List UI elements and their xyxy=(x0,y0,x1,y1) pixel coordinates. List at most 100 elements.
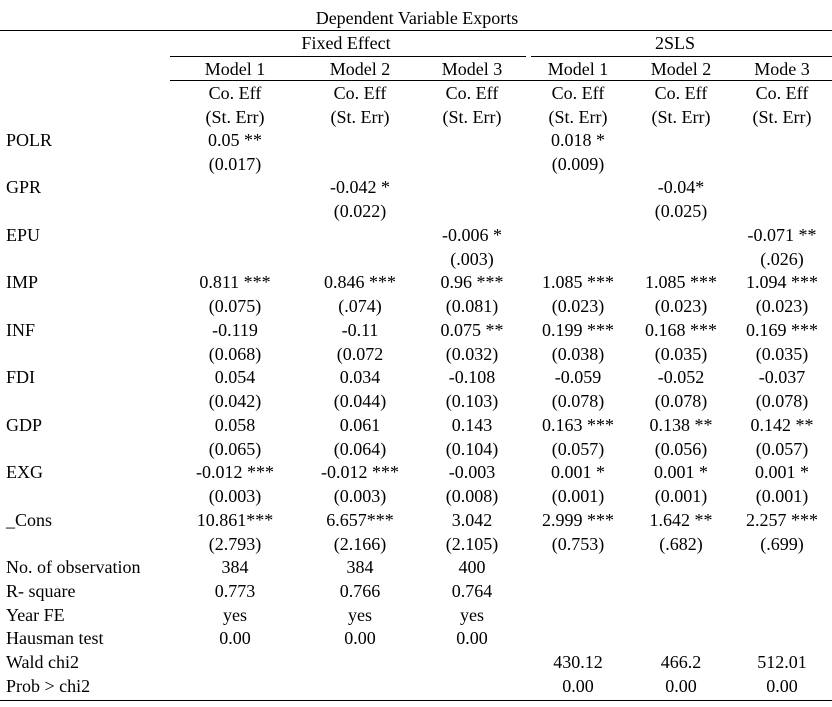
table-cell-se: (0.001) xyxy=(755,486,809,506)
table-cell-se: (0.023) xyxy=(654,296,708,316)
table-cell-coef: -0.059 xyxy=(554,367,602,387)
table-cell-coef: 0.058 xyxy=(214,415,256,435)
table-cell-coef: 1.094 *** xyxy=(746,272,818,292)
table-cell-se: (0.023) xyxy=(551,296,605,316)
table-cell-stat: 0.766 xyxy=(339,581,381,601)
variable-name: INF xyxy=(6,320,36,340)
table-cell-stat: 0.773 xyxy=(214,581,256,601)
rule-group-2sls xyxy=(531,56,832,57)
table-cell-coef: 6.657*** xyxy=(326,510,394,530)
table-cell-coef: 0.168 *** xyxy=(645,320,717,340)
se-header-3: (St. Err) xyxy=(442,107,502,127)
table-cell-coef: 0.075 ** xyxy=(440,320,504,340)
table-cell-coef: 2.257 *** xyxy=(746,510,818,530)
table-cell-se: (0.001) xyxy=(654,486,708,506)
group-2sls: 2SLS xyxy=(654,33,696,53)
table-cell-se: (0.078) xyxy=(551,391,605,411)
se-header-6: (St. Err) xyxy=(752,107,812,127)
table-cell-stat: 384 xyxy=(346,557,374,577)
variable-name: GDP xyxy=(6,415,43,435)
table-cell-coef: 1.085 *** xyxy=(645,272,717,292)
table-cell-stat: 400 xyxy=(458,557,486,577)
table-cell-stat: 0.00 xyxy=(219,628,251,648)
model-header-5: Model 2 xyxy=(650,59,712,79)
table-cell-se: (0.072 xyxy=(336,344,384,364)
table-cell-coef: -0.052 xyxy=(657,367,705,387)
table-title: Dependent Variable Exports xyxy=(315,8,519,28)
coef-header-1: Co. Eff xyxy=(208,83,262,103)
table-cell-coef: 10.861*** xyxy=(196,510,274,530)
table-cell-coef: -0.108 xyxy=(448,367,496,387)
table-cell-se: (0.056) xyxy=(654,439,708,459)
variable-name: GPR xyxy=(6,177,42,197)
table-cell-coef: 0.96 *** xyxy=(440,272,504,292)
variable-name: POLR xyxy=(6,130,53,150)
table-cell-stat: yes xyxy=(460,605,484,625)
table-cell-coef: 0.054 xyxy=(214,367,256,387)
coef-header-4: Co. Eff xyxy=(551,83,605,103)
table-cell-se: (0.009) xyxy=(551,154,605,174)
table-cell-stat: yes xyxy=(348,605,372,625)
table-cell-se: (2.105) xyxy=(445,534,499,554)
table-cell-coef: -0.11 xyxy=(341,320,379,340)
table-cell-se: (0.023) xyxy=(755,296,809,316)
table-cell-se: (.699) xyxy=(760,534,804,554)
table-cell-se: (2.166) xyxy=(333,534,387,554)
table-cell-coef: 0.018 * xyxy=(551,130,605,150)
table-cell-se: (.074) xyxy=(338,296,382,316)
table-cell-se: (0.068) xyxy=(208,344,262,364)
table-cell-se: (0.032) xyxy=(445,344,499,364)
model-header-2: Model 2 xyxy=(329,59,391,79)
se-header-4: (St. Err) xyxy=(548,107,608,127)
model-header-6: Mode 3 xyxy=(754,59,810,79)
table-cell-se: (0.057) xyxy=(551,439,605,459)
table-cell-coef: 0.001 * xyxy=(755,462,809,482)
coef-header-2: Co. Eff xyxy=(333,83,387,103)
stat-name: Year FE xyxy=(6,605,65,625)
table-cell-stat: 512.01 xyxy=(757,652,807,672)
stat-name: R- square xyxy=(6,581,76,601)
rule-bottom xyxy=(0,700,832,701)
table-cell-coef: 0.199 *** xyxy=(542,320,614,340)
table-cell-se: (0.008) xyxy=(445,486,499,506)
se-header-1: (St. Err) xyxy=(205,107,265,127)
table-cell-coef: 0.846 *** xyxy=(324,272,396,292)
table-cell-se: (0.078) xyxy=(654,391,708,411)
table-cell-coef: -0.012 *** xyxy=(196,462,274,482)
table-cell-se: (0.042) xyxy=(208,391,262,411)
model-header-3: Model 3 xyxy=(441,59,503,79)
variable-name: IMP xyxy=(6,272,39,292)
table-cell-stat: 0.00 xyxy=(766,676,798,696)
table-cell-se: (2.793) xyxy=(208,534,262,554)
stat-name: Hausman test xyxy=(6,628,104,648)
coef-header-6: Co. Eff xyxy=(755,83,809,103)
table-cell-coef: -0.003 xyxy=(448,462,496,482)
table-cell-se: (0.022) xyxy=(333,201,387,221)
table-cell-se: (0.035) xyxy=(654,344,708,364)
table-cell-coef: 0.001 * xyxy=(654,462,708,482)
table-cell-coef: 0.001 * xyxy=(551,462,605,482)
variable-name: FDI xyxy=(6,367,36,387)
table-cell-coef: 3.042 xyxy=(451,510,493,530)
table-cell-coef: 0.811 *** xyxy=(199,272,271,292)
rule-models xyxy=(170,80,832,81)
table-cell-se: (0.044) xyxy=(333,391,387,411)
table-cell-coef: -0.012 *** xyxy=(321,462,399,482)
table-cell-coef: 0.138 ** xyxy=(649,415,713,435)
model-header-4: Model 1 xyxy=(547,59,609,79)
table-cell-se: (0.104) xyxy=(445,439,499,459)
stat-name: Wald chi2 xyxy=(6,652,80,672)
table-cell-se: (0.064) xyxy=(333,439,387,459)
table-cell-coef: -0.037 xyxy=(758,367,806,387)
table-cell-se: (0.075) xyxy=(208,296,262,316)
coef-header-3: Co. Eff xyxy=(445,83,499,103)
table-cell-se: (0.025) xyxy=(654,201,708,221)
table-cell-stat: 0.00 xyxy=(456,628,488,648)
se-header-2: (St. Err) xyxy=(330,107,390,127)
table-cell-se: (0.003) xyxy=(208,486,262,506)
table-cell-coef: 1.642 ** xyxy=(649,510,713,530)
table-cell-coef: 0.061 xyxy=(339,415,381,435)
table-cell-se: (0.103) xyxy=(445,391,499,411)
table-cell-stat: 466.2 xyxy=(660,652,702,672)
table-cell-coef: -0.042 * xyxy=(330,177,390,197)
